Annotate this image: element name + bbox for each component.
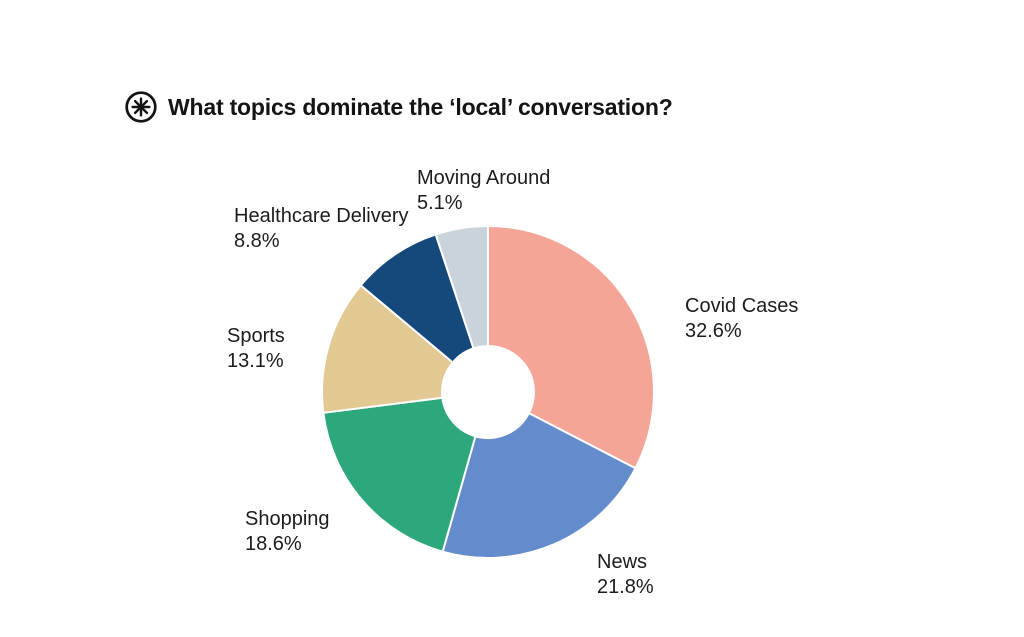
segment-label-sports: Sports 13.1%	[227, 324, 285, 374]
segment-name: Healthcare Delivery	[234, 205, 409, 227]
segment-name: Moving Around	[417, 167, 551, 189]
donut-chart	[316, 220, 660, 564]
segment-name: Sports	[227, 325, 285, 347]
segment-percent: 32.6%	[685, 320, 742, 342]
segment-label-news: News 21.8%	[597, 550, 654, 600]
chart-title: What topics dominate the ‘local’ convers…	[168, 93, 673, 120]
segment-label-moving-around: Moving Around 5.1%	[417, 166, 550, 216]
segment-percent: 8.8%	[234, 230, 280, 252]
segment-name: Shopping	[245, 508, 330, 530]
segment-label-covid-cases: Covid Cases 32.6%	[685, 294, 798, 344]
segment-name: Covid Cases	[685, 295, 799, 317]
pie-segment-sports	[321, 284, 454, 414]
chart-header: What topics dominate the ‘local’ convers…	[124, 90, 673, 124]
segment-percent: 21.8%	[597, 576, 654, 598]
segment-percent: 13.1%	[227, 350, 284, 372]
segment-percent: 5.1%	[417, 192, 463, 214]
pie-segment-covid-cases	[487, 225, 655, 470]
segment-label-shopping: Shopping 18.6%	[245, 507, 330, 557]
pie-segment-shopping	[322, 396, 477, 553]
pie-segment-news	[441, 412, 637, 559]
segment-label-healthcare-delivery: Healthcare Delivery 8.8%	[234, 204, 409, 254]
pie-segment-moving-around	[434, 225, 489, 350]
segment-name: News	[597, 551, 648, 573]
asterisk-circle-icon	[124, 90, 158, 124]
segment-percent: 18.6%	[245, 533, 302, 555]
